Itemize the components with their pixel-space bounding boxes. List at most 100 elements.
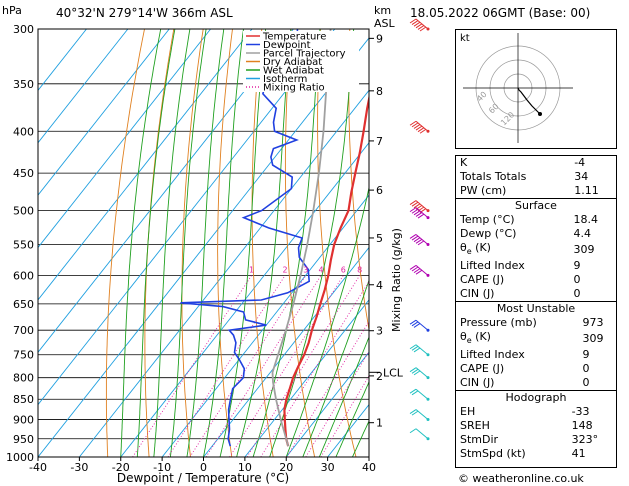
label-surface-theta-e: θe (K) [456,241,571,259]
temp-tick-30: 30 [321,461,335,474]
indices-hodograph: EH -33 SREH 148 StmDir 323° StmSpd (kt) 41 [456,405,616,461]
temperature-axis: -40 -30 -20 -10 0 10 20 30 40 [29,457,376,474]
mixing-ratio-labels: 1 2 3 4 6 8 [249,265,362,274]
barb-feather [417,213,425,219]
barb-feather [413,322,421,328]
wet-adiabat [153,29,191,457]
mixing-ratio-line [167,275,286,457]
wet-adiabat [252,29,321,457]
barb-feather [409,388,417,394]
wet-adiabat [318,335,369,457]
dry-adiabat [217,29,233,457]
wet-adiabat [335,380,369,457]
temp-tick--40: -40 [29,461,47,474]
value-stmspd: 41 [571,447,586,461]
isotherm [38,29,170,196]
isotherm [79,89,369,457]
isotherm [244,299,369,457]
barb-feather [411,208,419,214]
barb-feather [411,368,419,374]
value-surface-cape: 0 [573,273,581,287]
barb-feather [417,240,425,246]
barb-feather [415,238,423,244]
dry-adiabat [181,29,204,457]
barb-feather [409,428,417,434]
barb-feather [413,21,421,27]
barb-feather [409,367,417,373]
mixing-ratio-line [205,275,322,457]
value-pw: 1.11 [574,184,599,197]
pressure-tick-750: 750 [13,349,34,362]
index-row-pw: PW (cm) 1.11 [456,184,616,198]
barb-feather [409,120,417,126]
section-mu-title: Most Unstable [456,301,616,316]
barb-feather [411,390,419,396]
isotherm [203,246,369,457]
lcl-label: LCL [383,366,404,379]
barb-feather [413,268,421,274]
label-mu-theta-e: θe (K) [456,330,581,348]
value-eh: -33 [571,405,590,419]
copyright-footer[interactable]: © weatheronline.co.uk [458,472,584,485]
theta-subscript: e [466,247,472,257]
barb-feather [411,266,419,272]
pressure-tick-400: 400 [13,125,34,138]
temp-tick--30: -30 [70,461,88,474]
hodo-ring-label: 40 [475,90,489,104]
km-tick-9: 9 [376,32,383,45]
mixing-ratio-label-6: 6 [341,265,346,274]
pressure-tick-300: 300 [13,23,34,36]
barb-feather [409,409,417,414]
indices-panel: K -4 Totals Totals 34 PW (cm) 1.11 Surface … [455,155,617,468]
pressure-tick-550: 550 [13,238,34,251]
isotherm [38,29,211,249]
km-tick-7: 7 [376,135,383,148]
hodo-kt-label: kt [460,33,470,44]
value-surface-theta-e: 309 [573,243,595,257]
label-surface-li: Lifted Index [460,259,525,273]
pressure-tick-450: 450 [13,167,34,180]
pressure-tick-500: 500 [13,205,34,218]
barb-feather [409,207,417,213]
barb-feather [419,128,427,134]
mixing-ratio-label-2: 2 [283,265,288,274]
pressure-tick-1000: 1000 [6,451,34,464]
value-totals-totals: 34 [574,170,589,183]
dry-adiabat [317,29,357,457]
barb-feather [409,200,417,206]
hodo-storm-motion [538,112,542,116]
barb-feather [413,203,421,209]
value-mu-theta-e: 309 [582,332,604,346]
x-axis-label: Dewpoint / Temperature (°C) [117,471,289,485]
label-surface-cin: CIN (J) [460,287,495,301]
barb-feather [411,20,419,26]
barb-feather [411,235,419,241]
index-row-tt: Totals Totals 34 [456,170,616,184]
asl-label: ASL [374,17,395,30]
barb-feather [411,321,419,327]
wind-barbs [409,18,430,441]
value-surface-dewp: 4.4 [573,227,591,240]
barb-feather [413,210,421,216]
hodo-ring-label: 120 [499,110,516,127]
barb-feather [409,344,417,350]
barb-feather [417,127,425,133]
label-totals-totals: Totals Totals [460,170,527,183]
dry-adiabat [144,29,175,457]
hodograph-panel: kt 120 60 40 [455,29,617,149]
barb-feather [415,269,423,275]
label-stmdir: StmDir [460,433,499,447]
indices-general: K -4 Totals Totals 34 PW (cm) 1.11 [456,156,616,198]
isotherm [285,351,369,457]
legend-item-1: Dewpoint [263,40,311,51]
value-mu-li: 9 [582,348,590,362]
barb-feather [411,122,419,128]
km-tick-6: 6 [376,184,383,197]
mixing-ratio-line [189,275,307,457]
label-sreh: SREH [460,419,490,433]
km-axis: 1 2 3 4 5 6 7 8 9 LCL [369,32,404,430]
theta-symbol: θ [460,330,467,344]
isotherm [161,194,369,457]
legend-item-6: Mixing Ratio [263,83,325,94]
